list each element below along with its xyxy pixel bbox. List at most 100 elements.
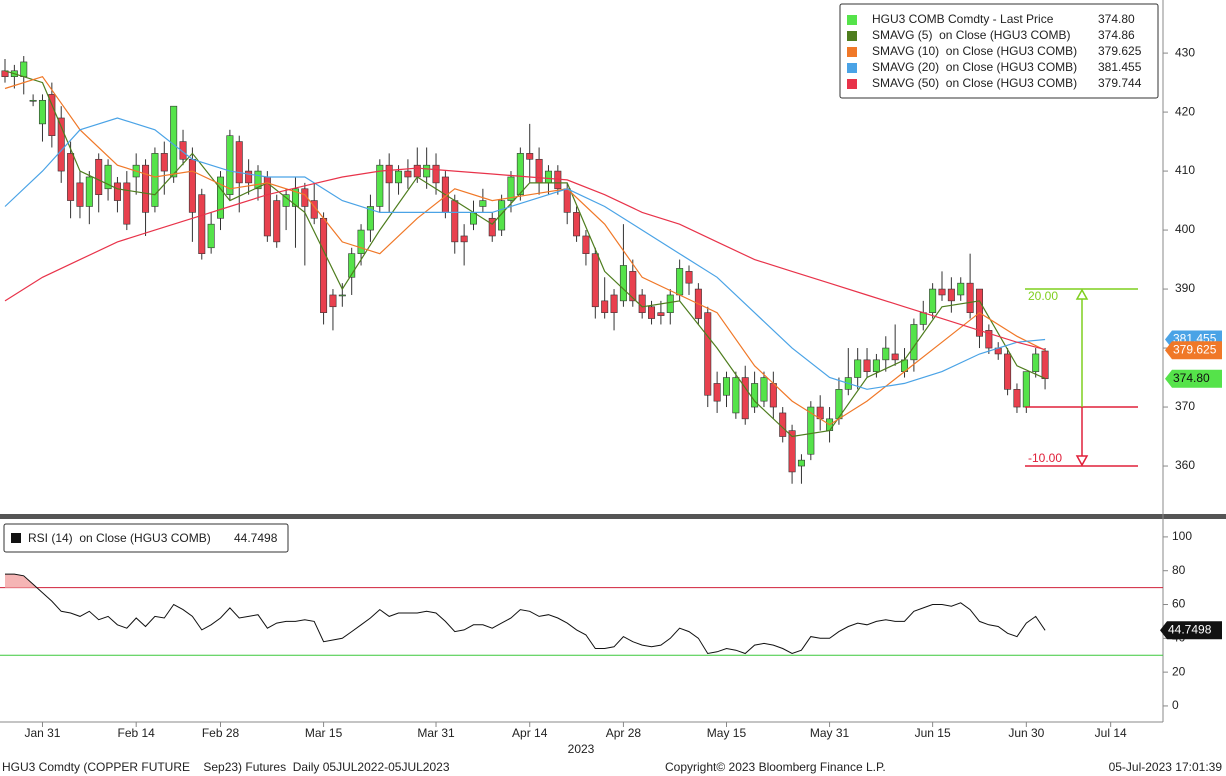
down-arrow-head (1075, 455, 1089, 467)
rsi-y-tick-label: 80 (1172, 563, 1186, 577)
candle-body (329, 294, 337, 308)
legend-swatch (847, 79, 857, 89)
rsi-y-tick-label: 60 (1172, 597, 1186, 611)
candle-body (254, 170, 262, 190)
candle-body (610, 294, 618, 313)
candle-body (526, 153, 534, 160)
sma-line (4, 117, 1046, 390)
candle-body (713, 383, 721, 402)
sma10-tag: 379.625 (1173, 342, 1217, 356)
x-tick-label: Apr 28 (606, 726, 642, 740)
x-tick-label: May 31 (810, 726, 850, 740)
legend-value: 374.86 (1098, 28, 1135, 42)
candle-body (432, 164, 440, 184)
sma-line (4, 75, 1046, 426)
y-tick-label: 400 (1175, 222, 1195, 236)
y-tick-label: 420 (1175, 104, 1195, 118)
candle-body (1004, 353, 1012, 390)
rsi-legend-swatch (11, 533, 21, 543)
candle-body (760, 377, 768, 402)
candle-body (666, 294, 674, 313)
legend-name: SMAVG (5) on Close (HGU3 COMB) (872, 28, 1070, 42)
legend-value: 379.625 (1098, 44, 1142, 58)
candle-body (226, 135, 234, 195)
candle-body (48, 94, 56, 136)
candle-body (507, 176, 515, 201)
candle-body (1032, 353, 1040, 372)
legend-name: SMAVG (20) on Close (HGU3 COMB) (872, 60, 1077, 74)
legend: HGU3 COMB Comdty - Last Price 374.80 SMAVG… (839, 3, 1159, 99)
candle-body (301, 188, 309, 207)
legend-swatch (847, 47, 857, 57)
candle-body (142, 164, 150, 213)
candle-body (385, 164, 393, 184)
candle-body (188, 158, 196, 213)
candle-body (938, 288, 946, 296)
candle-body (685, 271, 693, 284)
candle-body (235, 141, 243, 184)
panel-separator (0, 514, 1226, 519)
candle-body (544, 170, 552, 184)
candle-body (582, 235, 590, 254)
sma-line (4, 70, 1046, 438)
candle-body (1, 70, 9, 77)
candle-body (357, 229, 365, 254)
candle-body (404, 170, 412, 178)
candle-body (882, 347, 890, 361)
candle-body (413, 164, 421, 178)
candle-body (1022, 371, 1030, 408)
legend-value: 381.455 (1098, 60, 1142, 74)
candle-body (676, 268, 684, 296)
candle-body (807, 406, 815, 455)
candle-body (245, 170, 253, 184)
rsi-legend-value: 44.7498 (234, 531, 278, 545)
candle-body (601, 300, 609, 313)
candle-body (648, 306, 656, 319)
candle-body (488, 217, 496, 237)
candle-body (320, 217, 328, 313)
candle-body (20, 61, 28, 77)
candle-body (722, 377, 730, 396)
down-label: -10.00 (1028, 451, 1062, 465)
footer-right: 05-Jul-2023 17:01:39 (1109, 760, 1223, 774)
candle-body (638, 294, 646, 313)
rsi-line (5, 573, 1046, 655)
legend-name: SMAVG (50) on Close (HGU3 COMB) (872, 76, 1077, 90)
candle-body (629, 271, 637, 302)
x-tick-label: Apr 14 (512, 726, 548, 740)
y-tick-label: 370 (1175, 399, 1195, 413)
x-tick-label: Mar 31 (417, 726, 455, 740)
candle-body (563, 188, 571, 213)
rsi-legend: RSI (14) on Close (HGU3 COMB) 44.7498 (3, 523, 289, 553)
candle-body (151, 153, 159, 207)
candle-body (919, 312, 927, 325)
y-tick-label: 410 (1175, 163, 1195, 177)
rsi-y-tick-label: 100 (1172, 529, 1192, 543)
candle-body (769, 383, 777, 408)
candle-body (451, 200, 459, 243)
y-tick-label: 390 (1175, 281, 1195, 295)
candle-body (67, 153, 75, 201)
candle-body (291, 188, 299, 207)
x-tick-label: Jul 14 (1095, 726, 1127, 740)
rsi-legend-box (3, 523, 289, 553)
candle-body (113, 182, 121, 201)
y-tick-label: 430 (1175, 45, 1195, 59)
up-arrow-head (1075, 288, 1089, 300)
last-tag: 374.80 (1173, 371, 1210, 385)
candle-body (338, 294, 346, 297)
up-label: 20.00 (1028, 289, 1058, 303)
x-tick-label: Jun 30 (1008, 726, 1044, 740)
x-tick-label: Feb 14 (118, 726, 156, 740)
rsi-y-tick-label: 20 (1172, 664, 1186, 678)
legend-value: 379.744 (1098, 76, 1142, 90)
candle-body (395, 170, 403, 184)
candle-body (872, 359, 880, 372)
candle-body (376, 164, 384, 207)
candle-body (910, 324, 918, 361)
candle-body (29, 99, 37, 102)
candle-body (160, 153, 168, 172)
rsi-tag-bg (1160, 621, 1222, 640)
